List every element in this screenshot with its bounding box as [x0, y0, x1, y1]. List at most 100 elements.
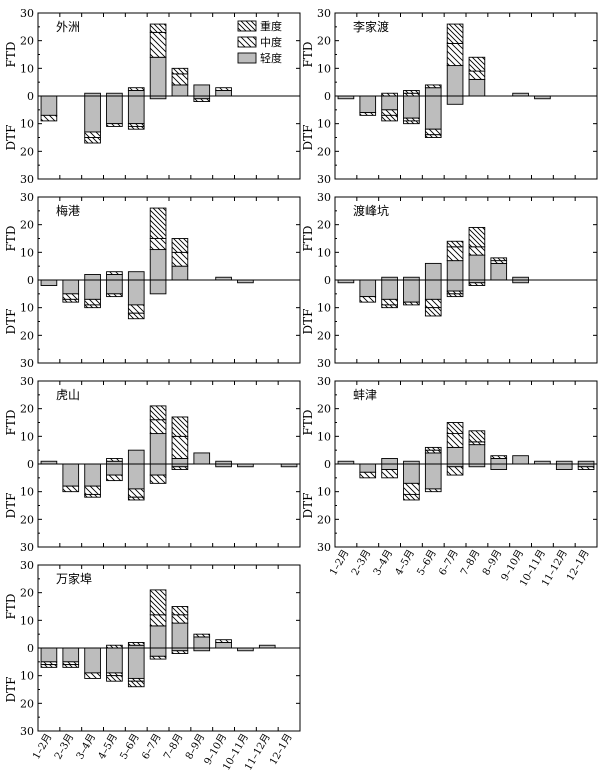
month-label: 3–4月	[371, 548, 395, 578]
bar-ftd-moderate	[490, 455, 508, 459]
y-tick-label: 30	[317, 375, 331, 388]
bar-dtf-heavy	[62, 664, 80, 668]
y-tick-label: 30	[20, 191, 34, 204]
bar-dtf-heavy	[127, 680, 145, 688]
bar-ftd-heavy	[171, 606, 189, 616]
bar-dtf-moderate	[84, 131, 101, 138]
month-label: 2–3月	[349, 548, 373, 578]
ftd-axis-label: FTD	[4, 42, 18, 68]
y-tick-label: 10	[20, 302, 34, 315]
bar-dtf-light	[127, 95, 145, 125]
bar-dtf-light	[127, 463, 145, 490]
bar-dtf-heavy	[403, 493, 420, 501]
legend-label-moderate: 中度	[260, 35, 282, 49]
bar-ftd-moderate	[127, 87, 145, 91]
bar-ftd-light	[446, 446, 464, 465]
month-label: 8–9月	[183, 732, 207, 762]
dtf-axis-label: DTF	[4, 677, 18, 703]
bar-dtf-heavy	[381, 304, 398, 309]
station-name: 万家埠	[56, 571, 92, 586]
station-panel: 30 20 10 0 10 20 30 FTD DTF 梅港	[4, 191, 301, 370]
y-tick-label: 20	[20, 219, 34, 232]
bar-ftd-light	[171, 265, 189, 281]
bar-ftd-light	[149, 249, 167, 281]
bar-dtf-light	[403, 279, 420, 303]
bar-ftd-moderate	[193, 633, 211, 638]
bar-dtf-moderate	[424, 488, 442, 493]
month-label: 7–8月	[458, 548, 482, 578]
bar-ftd-heavy	[171, 67, 189, 75]
bar-ftd-moderate	[149, 419, 167, 435]
legend-label-light: 轻度	[260, 51, 282, 65]
month-label: 6–7月	[436, 548, 460, 578]
bar-ftd-moderate	[149, 238, 167, 251]
bar-ftd-moderate	[106, 271, 123, 275]
bar-ftd-light	[381, 458, 398, 465]
bar-dtf-heavy	[424, 134, 442, 138]
y-tick-label: 10	[20, 614, 34, 627]
bar-dtf-moderate	[84, 298, 101, 306]
y-tick-label: 20	[20, 35, 34, 48]
bar-dtf-light	[424, 463, 442, 490]
bar-ftd-moderate	[468, 246, 486, 256]
bar-ftd-heavy	[446, 240, 464, 248]
bar-dtf-heavy	[127, 125, 145, 130]
bar-ftd-heavy	[149, 405, 167, 421]
station-panel: 30 20 10 0 10 20 30 FTD DTF 虎山	[4, 375, 301, 554]
y-tick-label: 20	[20, 403, 34, 416]
bar-ftd-light	[468, 78, 486, 97]
bar-dtf-moderate	[84, 672, 101, 679]
y-tick-label: 30	[317, 173, 331, 186]
bar-ftd-light	[468, 254, 486, 281]
bar-dtf-moderate	[424, 128, 442, 136]
bar-dtf-light	[106, 279, 123, 295]
bar-ftd-heavy	[424, 446, 442, 451]
bar-ftd-light	[446, 65, 464, 97]
dtf-axis-label: DTF	[4, 125, 18, 151]
bar-ftd-light	[127, 449, 145, 465]
y-tick-label: 20	[317, 513, 331, 526]
bar-ftd-heavy	[468, 56, 486, 72]
bar-ftd-heavy	[127, 642, 145, 646]
y-tick-label: 10	[317, 430, 331, 443]
bar-dtf-light	[359, 463, 377, 473]
bar-dtf-light	[424, 279, 442, 300]
dtf-axis-label: DTF	[4, 309, 18, 335]
bar-dtf-light	[106, 95, 123, 125]
bar-dtf-light	[62, 463, 80, 487]
bar-dtf-moderate	[84, 485, 101, 495]
bar-dtf-moderate	[106, 293, 123, 298]
bar-dtf-light	[40, 647, 58, 663]
month-label: 3–4月	[74, 732, 98, 762]
bar-dtf-light	[127, 647, 145, 679]
bar-dtf-moderate	[424, 298, 442, 309]
y-tick-label: 30	[20, 357, 34, 370]
bar-dtf-light	[359, 279, 377, 298]
y-tick-label: 30	[317, 541, 331, 554]
bar-dtf-moderate	[359, 471, 377, 479]
y-tick-label: 30	[20, 173, 34, 186]
bar-ftd-heavy	[468, 226, 486, 248]
bar-dtf-heavy	[62, 298, 80, 303]
bar-dtf-moderate	[106, 474, 123, 482]
bar-dtf-light	[149, 279, 167, 295]
bar-ftd-heavy	[149, 23, 167, 33]
y-tick-label: 20	[20, 145, 34, 158]
y-tick-label: 30	[317, 7, 331, 20]
bar-dtf-moderate	[171, 466, 189, 470]
station-name: 梅港	[56, 203, 80, 218]
bar-ftd-heavy	[446, 23, 464, 44]
y-tick-label: 30	[20, 541, 34, 554]
bar-dtf-moderate	[359, 112, 377, 116]
y-tick-label: 20	[20, 513, 34, 526]
month-label: 2–3月	[52, 732, 76, 762]
bar-ftd-light	[127, 90, 145, 97]
station-name: 虎山	[56, 388, 80, 402]
y-tick-label: 20	[20, 697, 34, 710]
station-panel: 3020100102030FTDDTF蚌津1–2月2–3月3–4月4–5月5–6…	[301, 375, 598, 589]
bar-dtf-moderate	[381, 109, 398, 116]
bar-dtf-heavy	[106, 675, 123, 682]
bar-dtf-light	[149, 463, 167, 476]
bar-dtf-moderate	[62, 293, 80, 300]
